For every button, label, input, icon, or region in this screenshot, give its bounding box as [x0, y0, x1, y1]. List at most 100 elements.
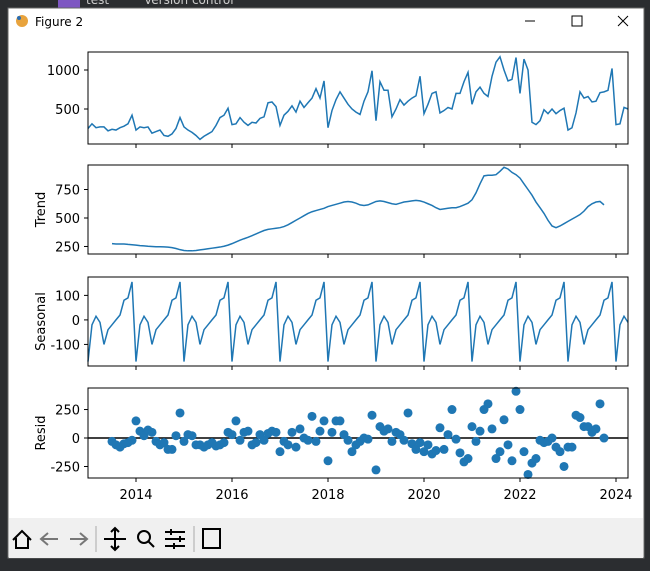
resid-point — [515, 405, 525, 415]
configure-button[interactable] — [165, 529, 185, 549]
y-axis-label: Resid — [34, 415, 49, 450]
resid-point — [435, 423, 445, 433]
resid-point — [291, 442, 301, 452]
window-icon — [16, 15, 28, 27]
resid-point — [483, 399, 493, 409]
resid-point — [271, 427, 281, 437]
x-tick-label: 2024 — [599, 488, 632, 503]
y-axis-label: Seasonal — [34, 292, 49, 351]
x-tick-label: 2016 — [215, 488, 248, 503]
x-tick-label: 2018 — [311, 488, 344, 503]
resid-point — [591, 424, 601, 434]
series-line — [111, 166, 605, 252]
resid-point — [471, 436, 481, 446]
resid-point — [175, 408, 185, 418]
tab-label[interactable]: Version control — [144, 0, 234, 7]
resid-point — [311, 436, 321, 446]
resid-point — [559, 461, 569, 471]
axes-frame — [87, 51, 629, 145]
resid-point — [439, 444, 449, 454]
resid-point — [327, 427, 337, 437]
resid-point — [303, 435, 313, 445]
y-tick-label: 750 — [55, 184, 80, 199]
save-button[interactable] — [202, 528, 221, 549]
resid-point — [431, 446, 441, 456]
resid-point — [371, 465, 381, 475]
resid-point — [127, 435, 137, 445]
resid-point — [307, 411, 317, 421]
axes-frame — [87, 387, 629, 479]
y-tick-label: 1000 — [47, 64, 80, 79]
resid-point — [423, 440, 433, 450]
resid-point — [187, 431, 197, 441]
resid-point — [131, 416, 141, 426]
resid-point — [159, 438, 169, 448]
resid-point — [323, 456, 333, 466]
resid-point — [243, 426, 253, 436]
back-button[interactable] — [39, 532, 58, 546]
resid-point — [499, 415, 509, 425]
resid-point — [455, 448, 465, 458]
zoom-button[interactable] — [137, 530, 155, 548]
resid-point — [507, 456, 517, 466]
resid-point — [523, 469, 533, 479]
resid-point — [383, 424, 393, 434]
resid-point — [403, 408, 413, 418]
y-tick-label: 250 — [55, 404, 80, 419]
resid-point — [531, 454, 541, 464]
resid-point — [495, 447, 505, 457]
close-button[interactable] — [617, 15, 629, 27]
resid-point — [463, 454, 473, 464]
resid-point — [411, 444, 421, 454]
resid-point — [567, 442, 577, 452]
axes-background — [88, 388, 628, 478]
forward-button[interactable] — [70, 532, 89, 546]
x-tick-label: 2020 — [407, 488, 440, 503]
resid-point — [287, 427, 297, 437]
resid-point — [547, 433, 557, 443]
resid-point — [415, 438, 425, 448]
resid-point — [171, 431, 181, 441]
y-tick-label: -250 — [50, 460, 80, 475]
tab-label[interactable]: test — [86, 0, 109, 7]
x-tick-label: 2022 — [503, 488, 536, 503]
home-button[interactable] — [12, 529, 32, 549]
resid-point — [503, 440, 513, 450]
series-line — [87, 55, 629, 141]
y-tick-label: -100 — [50, 338, 80, 353]
resid-point — [147, 427, 157, 437]
resid-point — [259, 435, 269, 445]
resid-point — [251, 438, 261, 448]
resid-point — [231, 416, 241, 426]
y-tick-label: 100 — [55, 289, 80, 304]
axes-background — [88, 52, 628, 144]
maximize-button[interactable] — [571, 15, 583, 27]
project-badge — [58, 0, 80, 8]
resid-point — [283, 440, 293, 450]
resid-point — [275, 447, 285, 457]
axes-background — [88, 165, 628, 254]
x-tick-label: 2014 — [119, 488, 152, 503]
resid-point — [343, 435, 353, 445]
resid-point — [451, 434, 461, 444]
resid-point — [443, 430, 453, 440]
y-tick-label: 500 — [55, 103, 80, 118]
y-tick-label: 500 — [55, 212, 80, 227]
resid-point — [227, 430, 237, 440]
y-tick-label: 0 — [72, 314, 80, 329]
y-tick-label: 0 — [72, 432, 80, 447]
resid-point — [167, 444, 177, 454]
resid-point — [519, 447, 529, 457]
resid-point — [387, 436, 397, 446]
resid-point — [491, 454, 501, 464]
resid-point — [487, 424, 497, 434]
resid-point — [511, 386, 521, 396]
resid-point — [599, 433, 609, 443]
pan-button[interactable] — [104, 526, 126, 552]
resid-point — [295, 424, 305, 434]
y-axis-label: Trend — [34, 192, 49, 229]
resid-point — [315, 426, 325, 436]
resid-point — [335, 416, 345, 426]
resid-point — [575, 413, 585, 423]
